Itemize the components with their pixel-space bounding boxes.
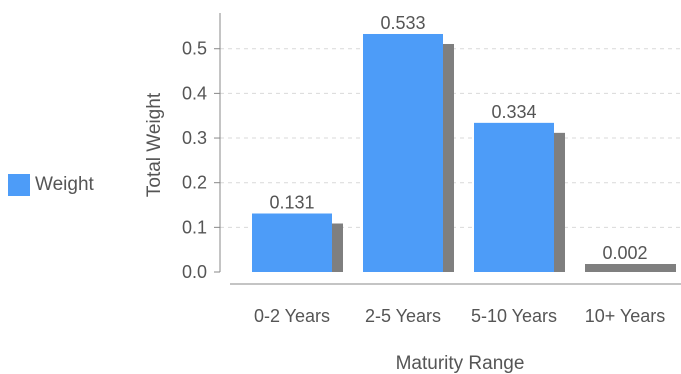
bar-shadow [443,43,454,272]
bars [252,33,676,273]
y-tick-label: 0.5 [182,39,207,59]
bar [474,122,554,273]
bar-small [585,264,676,272]
legend-label: Weight [35,174,94,195]
legend-swatch [8,174,30,196]
legend: Weight [8,174,94,196]
data-label: 0.131 [269,193,314,213]
bar-shadow [332,223,343,272]
x-tick-label: 0-2 Years [254,306,330,326]
y-tick-label: 0.1 [182,217,207,237]
bar [252,213,332,272]
x-tick-label: 5-10 Years [471,306,557,326]
bar-shadow [554,132,565,272]
bar [363,33,443,272]
data-labels: 0.131 0.533 0.334 0.002 [269,13,647,263]
y-tick-label: 0.2 [182,173,207,193]
y-axis-ticks: 0.0 0.1 0.2 0.3 0.4 0.5 [182,39,220,282]
gridlines [220,48,681,228]
x-axis-ticks: 0-2 Years 2-5 Years 5-10 Years 10+ Years [254,306,665,326]
data-label: 0.533 [380,13,425,33]
y-axis-label: Total Weight [144,92,165,197]
data-label: 0.334 [491,102,536,122]
y-tick-label: 0.4 [182,83,207,103]
x-tick-label: 2-5 Years [365,306,441,326]
x-axis-label: Maturity Range [396,353,525,374]
y-tick-label: 0.3 [182,128,207,148]
data-label: 0.002 [602,243,647,263]
x-tick-label: 10+ Years [585,306,666,326]
y-tick-label: 0.0 [182,262,207,282]
